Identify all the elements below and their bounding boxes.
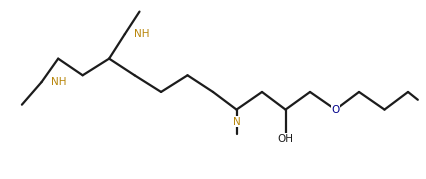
Text: N: N xyxy=(233,117,240,127)
Text: OH: OH xyxy=(277,134,294,144)
Text: NH: NH xyxy=(51,77,66,87)
Text: NH: NH xyxy=(134,29,150,39)
Text: O: O xyxy=(331,105,340,115)
